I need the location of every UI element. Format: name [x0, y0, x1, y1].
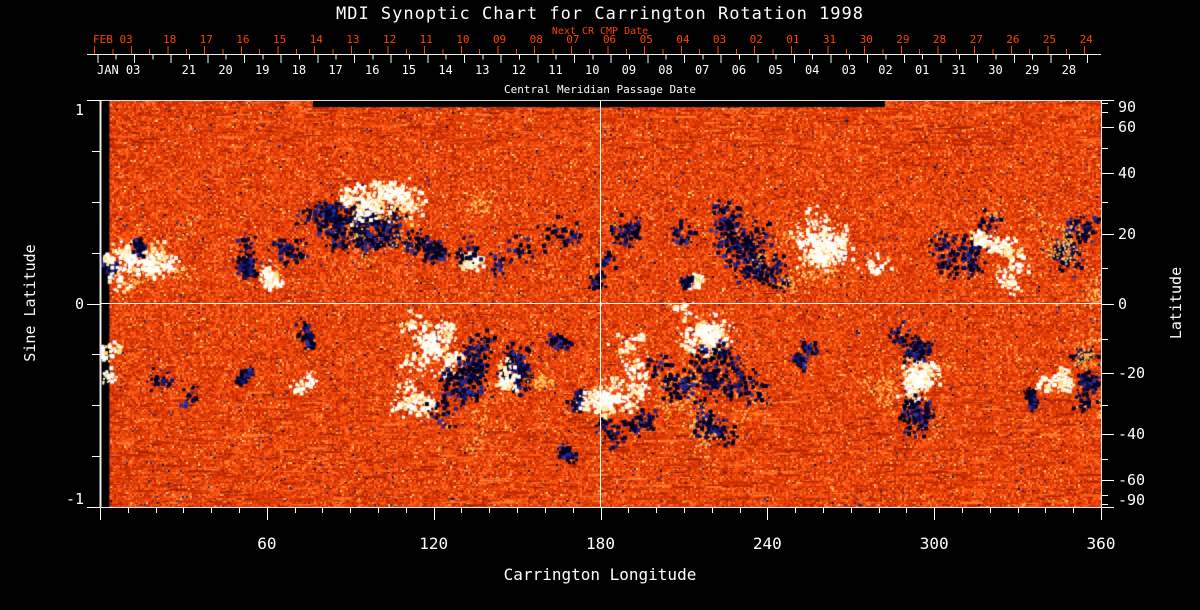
cmp-day-label: 28	[1061, 63, 1077, 77]
left-tick-label: 0	[74, 294, 84, 313]
right-tick-label: -20	[1118, 364, 1146, 383]
cmp-day-label: 21	[181, 63, 197, 77]
next-cr-day-label: 11	[419, 33, 433, 46]
cmp-day-label: 03	[841, 63, 857, 77]
next-cr-day-label: 25	[1042, 33, 1057, 46]
left-axis-title: Sine Latitude	[21, 244, 39, 362]
cmp-day-label: 07	[694, 63, 710, 77]
next-cr-day-label: 10	[456, 33, 470, 46]
cmp-axis-title: Central Meridian Passage Date	[503, 83, 697, 96]
cmp-month-label: JAN 03	[97, 63, 141, 77]
right-tick-label: 0	[1118, 294, 1128, 313]
cmp-day-label: 15	[401, 63, 417, 77]
cmp-day-label: 18	[291, 63, 307, 77]
next-cr-day-label: 30	[859, 33, 873, 46]
cmp-day-label: 19	[254, 63, 270, 77]
next-cr-month-label: FEB 03	[93, 33, 133, 46]
next-cr-day-label: 28	[932, 33, 947, 46]
cmp-day-label: 11	[548, 63, 563, 77]
next-cr-day-label: 12	[382, 33, 397, 46]
next-cr-day-label: 07	[566, 33, 580, 46]
cmp-day-label: 05	[768, 63, 783, 77]
next-cr-day-label: 27	[969, 33, 983, 46]
cmp-day-label: 02	[878, 63, 893, 77]
cmp-day-label: 04	[804, 63, 820, 77]
next-cr-day-label: 05	[639, 33, 653, 46]
right-tick-label: 60	[1118, 118, 1137, 137]
next-cr-day-label: 29	[896, 33, 910, 46]
next-cr-day-label: 24	[1079, 33, 1093, 46]
next-cr-day-label: 13	[346, 33, 360, 46]
cmp-day-label: 09	[621, 63, 637, 77]
right-tick-label: -60	[1118, 470, 1146, 489]
right-tick-label: -90	[1118, 491, 1146, 509]
chart-title: MDI Synoptic Chart for Carrington Rotati…	[335, 4, 865, 24]
cmp-day-label: 30	[988, 63, 1003, 77]
right-axis-title: Latitude	[1167, 266, 1185, 340]
next-cr-day-label: 06	[602, 33, 617, 46]
x-axis-title: Carrington Longitude	[503, 565, 697, 584]
next-cr-day-label: 03	[712, 33, 727, 46]
next-cr-day-label: 16	[236, 33, 250, 46]
x-tick-label: 180	[586, 534, 615, 553]
cmp-day-label: 16	[364, 63, 380, 77]
x-tick-label: 300	[919, 534, 949, 553]
x-tick-label: 60	[257, 534, 277, 553]
cmp-day-label: 20	[218, 63, 233, 77]
next-cr-day-label: 02	[749, 33, 763, 46]
next-cr-day-label: 08	[529, 33, 543, 46]
right-tick-label: 40	[1118, 163, 1137, 182]
left-tick-label: -1	[65, 490, 84, 508]
cmp-day-label: 01	[914, 63, 930, 77]
x-tick-label: 360	[1086, 534, 1116, 553]
next-cr-cmp-date-label: Next CR CMP Date	[551, 26, 649, 37]
x-tick-label: 120	[419, 534, 449, 553]
next-cr-day-label: 31	[822, 33, 837, 46]
next-cr-day-label: 26	[1006, 33, 1020, 46]
right-tick-label: 20	[1118, 224, 1137, 243]
cmp-day-label: 14	[438, 63, 453, 77]
next-cr-day-label: 15	[272, 33, 287, 46]
x-tick-label: 240	[752, 534, 782, 553]
left-tick-label: 1	[74, 101, 84, 119]
cmp-day-label: 13	[474, 63, 490, 77]
next-cr-day-label: 17	[199, 33, 213, 46]
cmp-day-label: 31	[951, 63, 967, 77]
cmp-day-label: 10	[584, 63, 600, 77]
cmp-day-label: 08	[658, 63, 673, 77]
next-cr-day-label: 01	[786, 33, 800, 46]
next-cr-day-label: 04	[676, 33, 690, 46]
cmp-day-label: 29	[1024, 63, 1040, 77]
cmp-day-label: 17	[328, 63, 343, 77]
right-tick-label: 90	[1118, 98, 1137, 116]
cmp-day-label: 12	[511, 63, 527, 77]
next-cr-day-label: 14	[309, 33, 323, 46]
next-cr-day-label: 18	[162, 33, 177, 46]
cmp-day-label: 06	[731, 63, 747, 77]
next-cr-day-label: 09	[492, 33, 507, 46]
right-tick-label: -40	[1118, 425, 1146, 444]
